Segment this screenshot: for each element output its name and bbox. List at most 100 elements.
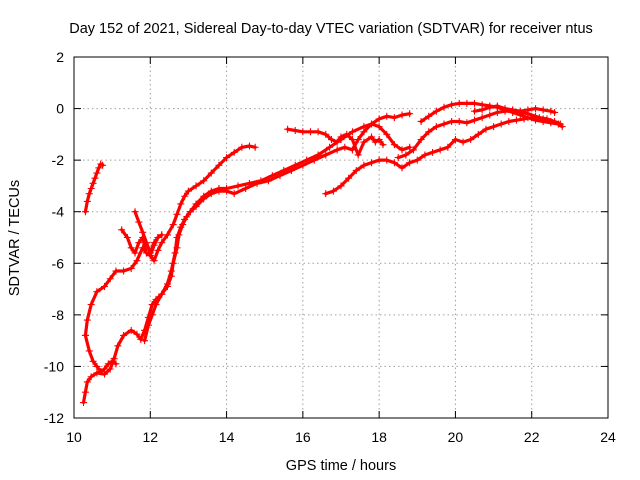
data-point-marker xyxy=(167,267,175,275)
data-point-marker xyxy=(238,143,246,151)
data-point-marker xyxy=(120,331,128,339)
data-point-marker xyxy=(280,166,288,174)
data-point-marker xyxy=(97,368,105,376)
data-point-marker xyxy=(558,123,566,131)
data-point-marker xyxy=(524,114,532,122)
data-point-marker xyxy=(322,130,330,138)
data-point-marker xyxy=(127,244,135,252)
series-layer xyxy=(80,99,566,407)
data-point-marker xyxy=(245,179,253,187)
data-point-marker xyxy=(467,136,475,144)
data-point-marker xyxy=(101,365,109,373)
data-point-marker xyxy=(139,228,147,236)
data-point-marker xyxy=(455,99,463,107)
data-point-marker xyxy=(257,177,265,185)
data-point-marker xyxy=(135,239,143,247)
chart-title: Day 152 of 2021, Sidereal Day-to-day VTE… xyxy=(69,21,593,37)
data-point-marker xyxy=(215,161,223,169)
data-point-marker xyxy=(148,311,156,319)
data-point-marker xyxy=(471,107,478,115)
data-point-marker xyxy=(81,208,89,216)
data-point-marker xyxy=(368,120,376,128)
data-point-marker xyxy=(341,143,349,151)
data-point-marker xyxy=(406,110,414,118)
data-point-marker xyxy=(413,156,421,164)
series-line xyxy=(83,144,257,338)
x-axis-label: GPS time / hours xyxy=(286,458,396,474)
data-point-marker xyxy=(406,143,414,151)
data-point-marker xyxy=(505,117,513,125)
data-point-marker xyxy=(142,239,150,247)
data-point-marker xyxy=(406,159,414,167)
data-point-marker xyxy=(463,99,471,107)
data-point-marker xyxy=(192,200,200,208)
data-point-marker xyxy=(322,190,330,198)
data-point-marker xyxy=(112,360,120,368)
x-tick-label: 14 xyxy=(219,429,235,445)
data-point-marker xyxy=(154,234,162,241)
data-point-marker xyxy=(173,210,181,218)
data-point-marker xyxy=(268,172,276,180)
data-point-marker xyxy=(133,257,141,265)
data-point-marker xyxy=(81,388,89,396)
data-point-marker xyxy=(112,267,120,275)
data-point-marker xyxy=(127,326,135,334)
data-point-marker xyxy=(245,142,253,150)
data-point-marker xyxy=(345,174,353,182)
data-point-marker xyxy=(291,161,299,169)
data-point-marker xyxy=(471,99,478,107)
data-point-marker xyxy=(131,249,139,257)
data-point-marker xyxy=(352,166,360,174)
y-tick-label: 0 xyxy=(56,101,64,117)
series-arc-6 xyxy=(131,208,166,257)
data-point-marker xyxy=(306,128,314,136)
data-point-marker xyxy=(463,119,471,127)
series-arc-12 xyxy=(471,102,559,116)
data-point-marker xyxy=(436,146,444,154)
data-point-marker xyxy=(303,156,311,164)
data-point-marker xyxy=(93,369,101,377)
data-point-marker xyxy=(230,148,238,156)
data-point-marker xyxy=(118,226,126,234)
data-point-marker xyxy=(150,257,158,265)
y-tick-label: -12 xyxy=(44,410,64,426)
data-point-marker xyxy=(223,154,231,162)
data-point-marker xyxy=(474,130,482,138)
data-point-marker xyxy=(91,174,99,182)
data-point-marker xyxy=(85,347,93,355)
x-tick-label: 12 xyxy=(142,429,158,445)
data-point-marker xyxy=(371,138,379,146)
data-point-marker xyxy=(333,146,341,154)
data-point-marker xyxy=(322,151,330,159)
data-point-marker xyxy=(417,117,425,125)
data-point-marker xyxy=(93,288,101,296)
x-tick-label: 18 xyxy=(371,429,387,445)
series-line xyxy=(81,112,412,405)
data-point-marker xyxy=(234,182,242,190)
data-point-marker xyxy=(554,120,562,128)
data-point-marker xyxy=(89,179,97,187)
data-point-marker xyxy=(207,169,215,177)
y-axis-label: SDTVAR / TECUs xyxy=(7,180,23,296)
data-point-marker xyxy=(348,128,356,136)
grid-layer xyxy=(74,57,608,418)
data-point-marker xyxy=(425,112,433,120)
data-point-marker xyxy=(123,234,131,241)
x-tick-label: 22 xyxy=(524,429,540,445)
data-point-marker xyxy=(532,105,540,113)
data-point-marker xyxy=(135,218,143,226)
data-point-marker xyxy=(398,146,406,154)
data-point-marker xyxy=(432,107,440,115)
data-point-marker xyxy=(158,290,166,298)
data-point-marker xyxy=(200,192,208,200)
data-point-marker xyxy=(455,117,463,125)
data-point-marker xyxy=(383,156,391,164)
data-point-marker xyxy=(390,141,398,149)
data-point-marker xyxy=(375,136,383,144)
data-point-marker xyxy=(471,116,478,124)
data-point-marker xyxy=(375,156,383,164)
y-tick-label: -6 xyxy=(52,255,65,271)
data-point-marker xyxy=(87,185,95,193)
